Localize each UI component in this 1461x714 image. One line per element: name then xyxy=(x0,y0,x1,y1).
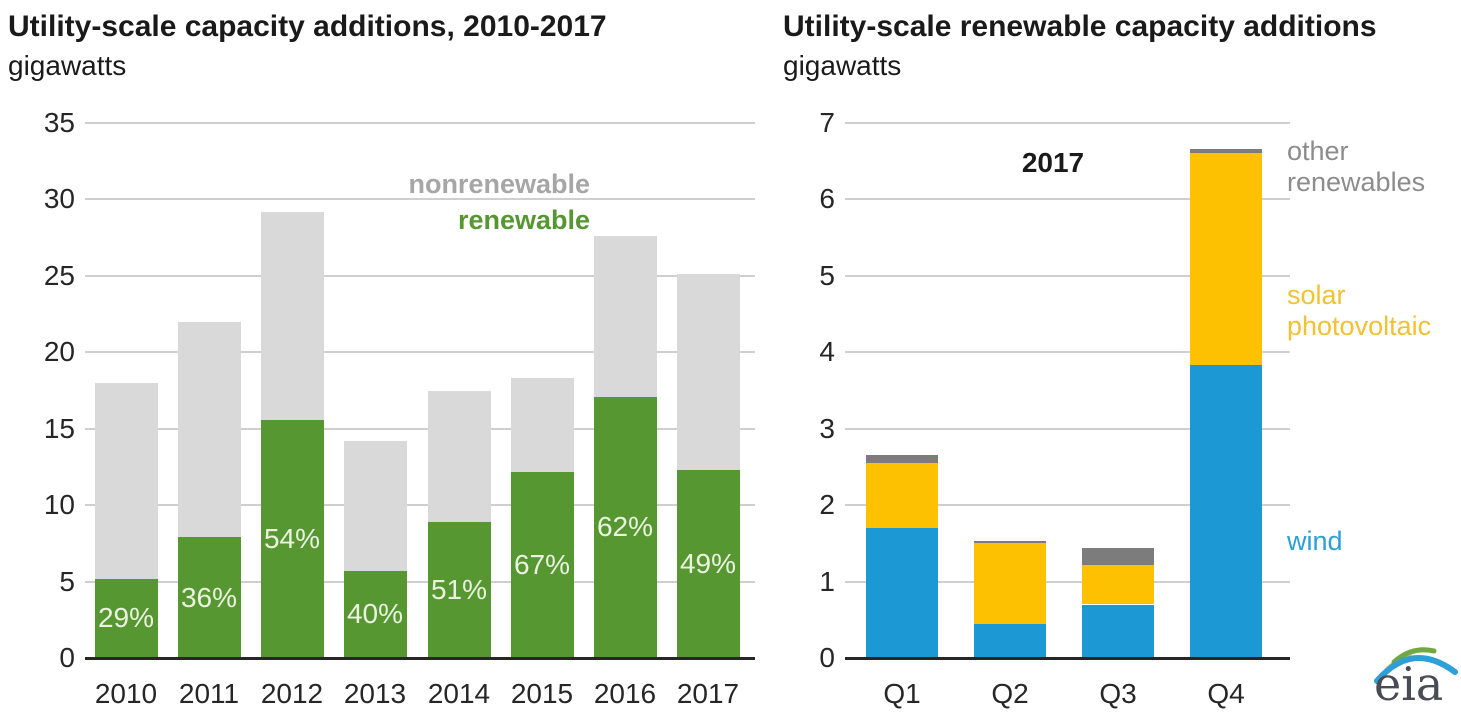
y-axis-tick-label: 30 xyxy=(43,183,75,214)
y-axis-tick-label: 2 xyxy=(819,489,835,520)
gridline-y5 xyxy=(845,275,1290,277)
x-axis-label-Q2: Q2 xyxy=(991,678,1029,709)
bar-segment-nonrenewable-2017 xyxy=(676,274,740,470)
bar-segment-other-renewables-Q4 xyxy=(1190,148,1262,153)
bar-segment-wind-Q1 xyxy=(866,528,938,658)
x-axis-label-Q3: Q3 xyxy=(1099,678,1137,709)
gridline-y30 xyxy=(85,198,755,200)
side-label-solar-photovoltaic: solar photovoltaic xyxy=(1287,280,1432,341)
gridline-y7 xyxy=(845,122,1290,124)
bar-percent-label: 36% xyxy=(180,581,238,613)
bar-segment-nonrenewable-2014 xyxy=(427,390,491,522)
y-axis-tick-label: 0 xyxy=(819,642,835,673)
y-axis-tick-label: 35 xyxy=(43,107,75,138)
bar-segment-nonrenewable-2012 xyxy=(260,211,324,420)
gridline-y3 xyxy=(845,428,1290,430)
bar-segment-renewable-2017 xyxy=(676,469,740,658)
y-axis-tick-label: 15 xyxy=(43,413,75,444)
x-axis-label-2011: 2011 xyxy=(178,678,240,709)
legend-label-nonrenewable: nonrenewable xyxy=(408,169,590,199)
eia-logo: eia xyxy=(1372,630,1458,711)
x-axis-label-2012: 2012 xyxy=(260,678,324,709)
bar-segment-nonrenewable-2010 xyxy=(94,382,158,579)
bar-percent-label: 67% xyxy=(513,548,571,580)
gridline-y20 xyxy=(85,351,755,353)
bar-segment-other-renewables-Q1 xyxy=(866,455,938,464)
bar-segment-renewable-2011 xyxy=(177,537,241,658)
right-chart-subtitle: gigawatts xyxy=(783,50,902,81)
y-axis-tick-label: 1 xyxy=(819,566,835,597)
bar-segment-solar-photovoltaic-Q3 xyxy=(1082,564,1154,605)
x-axis-line xyxy=(845,657,1290,660)
gridline-y35 xyxy=(85,122,755,124)
y-axis-tick-label: 5 xyxy=(819,260,835,291)
gridline-y10 xyxy=(85,504,755,506)
bar-segment-renewable-2014 xyxy=(427,521,491,658)
bar-segment-nonrenewable-2016 xyxy=(593,236,657,397)
x-axis-label-2015: 2015 xyxy=(510,678,574,709)
x-axis-label-2016: 2016 xyxy=(593,678,657,709)
y-axis-tick-label: 6 xyxy=(819,183,835,214)
left-chart-title: Utility-scale capacity additions, 2010-2… xyxy=(8,10,607,43)
x-axis-label-2013: 2013 xyxy=(343,678,407,709)
bar-segment-other-renewables-Q2 xyxy=(974,541,1046,544)
bar-segment-renewable-2010 xyxy=(94,578,158,658)
bar-segment-nonrenewable-2011 xyxy=(177,321,241,538)
bar-segment-solar-photovoltaic-Q2 xyxy=(974,543,1046,624)
bar-segment-wind-Q2 xyxy=(974,623,1046,658)
bar-segment-renewable-2015 xyxy=(510,471,574,658)
y-axis-tick-label: 0 xyxy=(59,642,75,673)
bar-percent-label: 49% xyxy=(679,547,737,579)
bar-segment-renewable-2013 xyxy=(343,570,407,658)
right-chart-title: Utility-scale renewable capacity additio… xyxy=(783,10,1377,43)
x-axis-label-2010: 2010 xyxy=(94,678,158,709)
x-axis-label-Q1: Q1 xyxy=(883,678,921,709)
bar-percent-label: 29% xyxy=(97,602,155,634)
side-label-other-renewables: other renewables xyxy=(1287,136,1426,197)
bar-segment-nonrenewable-2015 xyxy=(510,378,574,472)
y-axis-tick-label: 7 xyxy=(819,107,835,138)
eia-logo-text: eia xyxy=(1374,657,1443,710)
x-axis-label-Q4: Q4 xyxy=(1207,678,1245,709)
x-axis-line xyxy=(85,657,755,660)
gridline-y5 xyxy=(85,581,755,583)
gridline-y4 xyxy=(845,351,1290,353)
bar-segment-solar-photovoltaic-Q4 xyxy=(1190,152,1262,366)
y-axis-tick-label: 4 xyxy=(819,336,835,367)
gridline-y25 xyxy=(85,275,755,277)
bar-segment-renewable-2016 xyxy=(593,396,657,658)
bar-percent-label: 62% xyxy=(596,511,654,543)
bar-segment-nonrenewable-2013 xyxy=(343,440,407,571)
bar-percent-label: 51% xyxy=(430,573,488,605)
y-axis-tick-label: 5 xyxy=(59,566,75,597)
bar-percent-label: 54% xyxy=(263,522,321,554)
gridline-y15 xyxy=(85,428,755,430)
left-chart-subtitle: gigawatts xyxy=(8,50,127,81)
y-axis-tick-label: 20 xyxy=(43,336,75,367)
bar-segment-wind-Q3 xyxy=(1082,604,1154,658)
bar-segment-solar-photovoltaic-Q1 xyxy=(866,463,938,529)
left-chart-legend: nonrenewable renewable xyxy=(340,166,590,238)
year-annotation: 2017 xyxy=(1021,147,1085,178)
gridline-y1 xyxy=(845,581,1290,583)
y-axis-tick-label: 10 xyxy=(43,489,75,520)
bar-segment-renewable-2012 xyxy=(260,419,324,658)
eia-logo-graphic: eia xyxy=(1374,647,1458,711)
bar-segment-wind-Q4 xyxy=(1190,365,1262,658)
x-axis-label-2017: 2017 xyxy=(676,678,740,709)
gridline-y6 xyxy=(845,198,1290,200)
bar-segment-other-renewables-Q3 xyxy=(1082,547,1154,565)
x-axis-label-2014: 2014 xyxy=(427,678,491,709)
legend-label-renewable: renewable xyxy=(457,205,590,235)
side-label-wind: wind xyxy=(1287,526,1343,556)
gridline-y2 xyxy=(845,504,1290,506)
y-axis-tick-label: 3 xyxy=(819,413,835,444)
bar-percent-label: 40% xyxy=(346,598,404,630)
y-axis-tick-label: 25 xyxy=(43,260,75,291)
